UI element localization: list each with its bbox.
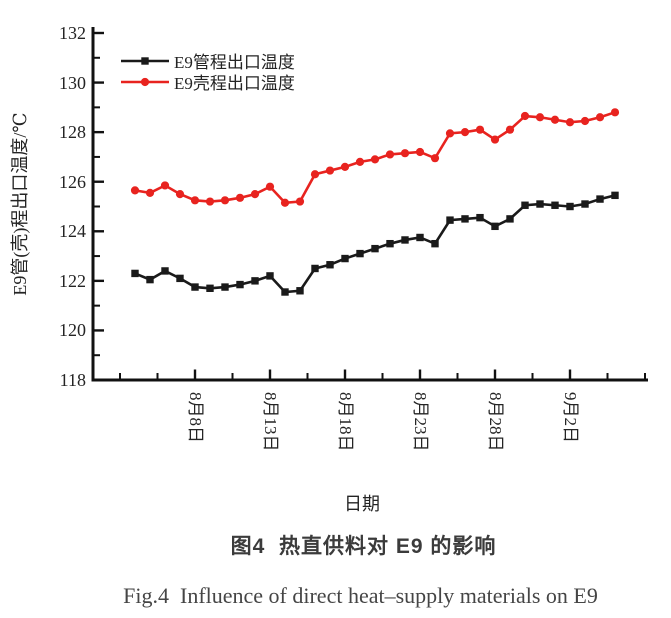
y-axis-title: E9管(壳)程出口温度/℃ xyxy=(10,112,30,296)
y-axis-spine xyxy=(91,27,95,382)
data-point-square-13 xyxy=(326,261,334,269)
data-point-square-21 xyxy=(446,216,454,224)
data-point-square-32 xyxy=(611,191,619,200)
data-point-square-22 xyxy=(461,215,469,223)
x-tick-label-8月13日: 8月13日 xyxy=(261,392,280,452)
data-point-square-20 xyxy=(431,239,439,248)
x-tick-label-9月2日: 9月2日 xyxy=(561,392,580,443)
data-point-circle-7 xyxy=(235,193,245,202)
data-point-circle-3 xyxy=(175,190,185,199)
data-point-square-9 xyxy=(266,272,274,280)
data-point-square-5 xyxy=(206,284,214,292)
data-point-circle-9 xyxy=(265,182,275,191)
data-point-square-12 xyxy=(311,264,319,273)
data-point-square-16 xyxy=(371,244,379,253)
data-point-circle-19 xyxy=(415,147,425,157)
data-point-circle-5 xyxy=(205,197,215,206)
y-tick-label-126: 126 xyxy=(59,171,86,192)
data-point-circle-10 xyxy=(280,198,290,207)
y-tick-label-132: 132 xyxy=(59,23,86,43)
x-tick-label-8月8日: 8月8日 xyxy=(186,392,205,443)
data-point-circle-11 xyxy=(295,197,305,206)
data-point-square-23 xyxy=(476,213,484,222)
legend-label: E9管程出口温度 xyxy=(174,53,295,72)
data-point-circle-21 xyxy=(445,129,455,138)
x-axis-spine xyxy=(91,378,648,382)
data-point-circle-4 xyxy=(190,196,200,205)
x-tick-label-8月23日: 8月23日 xyxy=(411,392,430,452)
y-tick-label-124: 124 xyxy=(59,221,86,242)
data-point-square-3 xyxy=(176,274,184,283)
data-point-square-8 xyxy=(251,277,259,285)
data-point-square-7 xyxy=(236,280,244,289)
data-point-circle-0 xyxy=(130,186,140,195)
data-point-circle-20 xyxy=(430,154,440,163)
data-point-square-18 xyxy=(401,236,409,244)
legend-marker xyxy=(140,77,150,86)
data-point-circle-17 xyxy=(385,150,395,159)
data-point-circle-26 xyxy=(520,111,530,121)
data-point-square-11 xyxy=(296,287,304,295)
y-tick-label-128: 128 xyxy=(59,122,86,143)
data-point-square-27 xyxy=(536,200,544,208)
x-tick-label-8月28日: 8月28日 xyxy=(486,392,505,452)
x-tick-label-8月18日: 8月18日 xyxy=(336,392,355,452)
y-tick-label-120: 120 xyxy=(59,320,86,341)
plot-canvas xyxy=(91,27,648,382)
legend-key-square-icon xyxy=(121,56,169,65)
data-point-square-10 xyxy=(281,288,289,296)
figure-caption-chinese: 图4 热直供料对 E9 的影响 xyxy=(230,535,497,558)
data-point-square-1 xyxy=(146,275,154,284)
legend-item-0: E9管程出口温度 xyxy=(121,50,295,72)
data-point-square-24 xyxy=(491,222,499,231)
data-point-square-30 xyxy=(581,200,589,208)
x-axis-title: 日期 xyxy=(344,494,380,514)
data-point-circle-27 xyxy=(535,113,545,122)
data-point-square-26 xyxy=(521,201,529,209)
data-point-square-4 xyxy=(191,283,199,291)
data-point-square-19 xyxy=(416,233,424,242)
data-point-circle-18 xyxy=(400,149,410,158)
data-point-circle-1 xyxy=(145,188,155,197)
data-point-circle-30 xyxy=(580,116,590,126)
legend-item-1: E9壳程出口温度 xyxy=(121,71,295,93)
data-point-circle-28 xyxy=(550,115,560,124)
data-point-circle-12 xyxy=(310,170,320,179)
data-point-square-0 xyxy=(131,269,139,278)
legend: E9管程出口温度 E9壳程出口温度 xyxy=(121,50,295,93)
data-point-circle-29 xyxy=(565,118,575,127)
data-point-circle-32 xyxy=(610,108,620,117)
legend-key-circle-icon xyxy=(121,77,169,86)
data-point-circle-22 xyxy=(460,128,470,137)
data-point-circle-16 xyxy=(370,155,380,164)
data-point-square-15 xyxy=(356,249,364,258)
data-point-circle-13 xyxy=(325,166,335,175)
data-point-circle-6 xyxy=(220,196,230,205)
data-point-circle-31 xyxy=(595,113,605,122)
data-point-square-2 xyxy=(161,267,169,275)
y-tick-label-122: 122 xyxy=(59,270,86,291)
y-tick-label-130: 130 xyxy=(59,72,86,93)
data-point-circle-2 xyxy=(160,181,170,190)
data-point-circle-23 xyxy=(475,125,485,134)
legend-label: E9壳程出口温度 xyxy=(174,74,295,93)
data-point-square-6 xyxy=(221,283,229,291)
data-point-square-25 xyxy=(506,215,514,223)
data-point-square-29 xyxy=(566,202,574,211)
data-point-circle-25 xyxy=(505,125,515,134)
temperature-line-chart: 118 120 122 124 126 128 130 132 8月8日 8月13日 8月18日 8… xyxy=(10,23,648,514)
y-tick-label-118: 118 xyxy=(59,370,86,390)
data-point-square-28 xyxy=(551,201,559,209)
data-point-circle-15 xyxy=(355,157,365,166)
data-point-circle-24 xyxy=(490,135,500,144)
series-line-0 xyxy=(134,194,616,294)
data-point-square-31 xyxy=(596,195,604,203)
data-point-square-14 xyxy=(341,254,349,263)
figure-caption-english: Fig.4 Influence of direct heat–supply ma… xyxy=(123,583,598,608)
data-point-circle-8 xyxy=(250,190,260,199)
data-point-square-17 xyxy=(386,239,394,248)
legend-marker xyxy=(141,56,149,65)
data-point-circle-14 xyxy=(340,162,350,171)
